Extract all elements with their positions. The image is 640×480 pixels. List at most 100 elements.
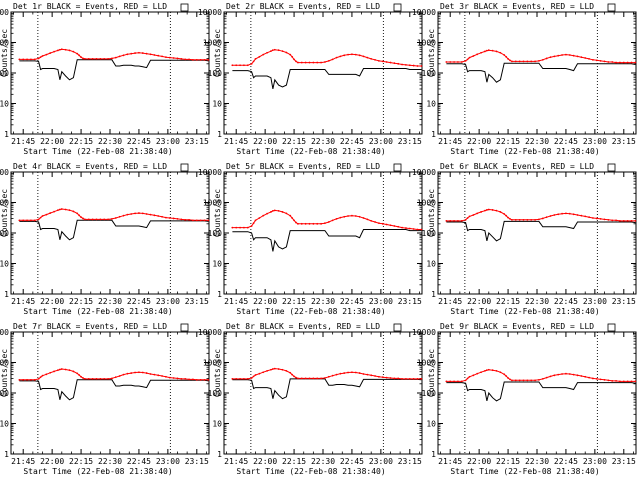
series-lld-point [141, 52, 144, 54]
series-lld-line [446, 208, 636, 222]
x-tick-label: 23:00 [156, 137, 180, 146]
series-lld-point [468, 215, 471, 218]
series-lld-point [37, 218, 40, 221]
series-lld-point [281, 368, 284, 371]
x-tick-label: 22:15 [69, 297, 93, 306]
series-lld-point [203, 219, 206, 222]
series-events-line [232, 378, 422, 400]
series-lld-point [366, 56, 369, 59]
series-lld-point [611, 379, 614, 382]
series-lld-point [180, 218, 183, 221]
series-events-line [446, 62, 636, 83]
series-lld-point [45, 53, 48, 56]
series-lld-point [304, 61, 307, 64]
series-lld-point [335, 373, 338, 376]
series-lld-point [476, 212, 479, 215]
series-lld-point [165, 56, 167, 59]
series-lld-point [588, 216, 590, 219]
series-lld-point [347, 371, 349, 374]
series-lld-point [297, 222, 299, 225]
y-tick-label: 1 [217, 130, 222, 139]
series-lld-point [487, 208, 490, 211]
legend-box [607, 163, 616, 172]
y-tick-label: 1 [4, 450, 9, 459]
x-tick-label: 21:45 [438, 137, 462, 146]
series-lld-point [509, 378, 511, 381]
y-axis-label: Counts/sec [213, 29, 222, 77]
series-lld-point [499, 371, 502, 374]
series-lld-point [37, 377, 40, 380]
series-lld-point [289, 53, 292, 56]
series-lld-point [22, 219, 25, 222]
series-lld-point [487, 368, 490, 371]
series-lld-point [180, 377, 183, 380]
chart-title: Det 5r BLACK = Events, RED = LLD [226, 162, 380, 171]
series-lld-point [526, 60, 529, 63]
series-lld-point [327, 221, 330, 223]
series-lld-point [615, 379, 617, 382]
series-lld-point [487, 49, 490, 52]
series-lld-point [460, 61, 463, 63]
series-lld-point [114, 217, 117, 219]
series-lld-point [320, 61, 322, 64]
series-lld-point [518, 60, 521, 63]
series-lld-point [153, 373, 156, 376]
series-lld-point [18, 58, 21, 61]
series-lld-point [484, 50, 486, 53]
legend-box [180, 323, 189, 332]
series-lld-point [153, 54, 156, 56]
series-lld-point [138, 51, 140, 54]
series-lld-point [111, 217, 113, 220]
series-lld-point [107, 57, 109, 60]
series-lld-point [366, 373, 369, 376]
series-lld-point [603, 218, 606, 221]
series-lld-point [122, 214, 125, 217]
series-lld-point [514, 218, 517, 221]
series-lld-point [499, 211, 502, 213]
y-tick-label: 1000 [0, 359, 9, 368]
series-lld-point [99, 377, 102, 380]
series-lld-line [446, 49, 636, 64]
series-lld-point [378, 59, 380, 62]
chart-title: Det 3r BLACK = Events, RED = LLD [440, 2, 594, 11]
y-tick-label: 100 [0, 229, 9, 238]
x-tick-label: 22:00 [40, 137, 64, 146]
series-lld-point [91, 377, 94, 380]
series-lld-point [634, 219, 637, 222]
series-lld-point [76, 52, 79, 55]
x-tick-label: 22:00 [467, 297, 491, 306]
series-lld-point [239, 64, 241, 67]
x-tick-label: 22:00 [253, 137, 277, 146]
detector-panel-7: Det 7r BLACK = Events, RED = LLD 1 10 100 10… [0, 322, 210, 476]
series-lld-point [149, 213, 152, 216]
series-lld-point [176, 57, 179, 60]
series-lld-point [541, 58, 544, 61]
plot-frame [437, 331, 637, 455]
series-lld-point [599, 378, 602, 381]
series-lld-point [630, 219, 633, 222]
y-tick-label: 100 [422, 229, 437, 238]
series-lld-point [41, 55, 44, 57]
series-lld-line [19, 208, 209, 221]
y-axis-label: Counts/sec [213, 189, 222, 237]
series-lld-point [576, 214, 579, 216]
series-lld-point [464, 218, 467, 221]
series-lld-point [335, 56, 338, 59]
series-lld-point [78, 374, 81, 376]
series-lld-point [576, 55, 579, 58]
y-tick-label: 1000 [203, 199, 222, 208]
series-lld-point [397, 225, 400, 228]
series-lld-point [464, 59, 467, 62]
y-axis-label: Counts/sec [427, 29, 436, 77]
x-tick-label: 22:15 [282, 297, 306, 306]
series-lld-point [480, 51, 482, 54]
series-lld-point [207, 219, 210, 222]
y-tick-label: 100 [208, 229, 223, 238]
series-lld-point [262, 53, 265, 56]
x-tick-label: 21:45 [11, 297, 35, 306]
series-lld-point [389, 224, 392, 227]
series-lld-point [316, 61, 319, 64]
series-lld-point [505, 214, 508, 217]
series-lld-point [141, 212, 144, 215]
series-lld-point [358, 215, 361, 218]
